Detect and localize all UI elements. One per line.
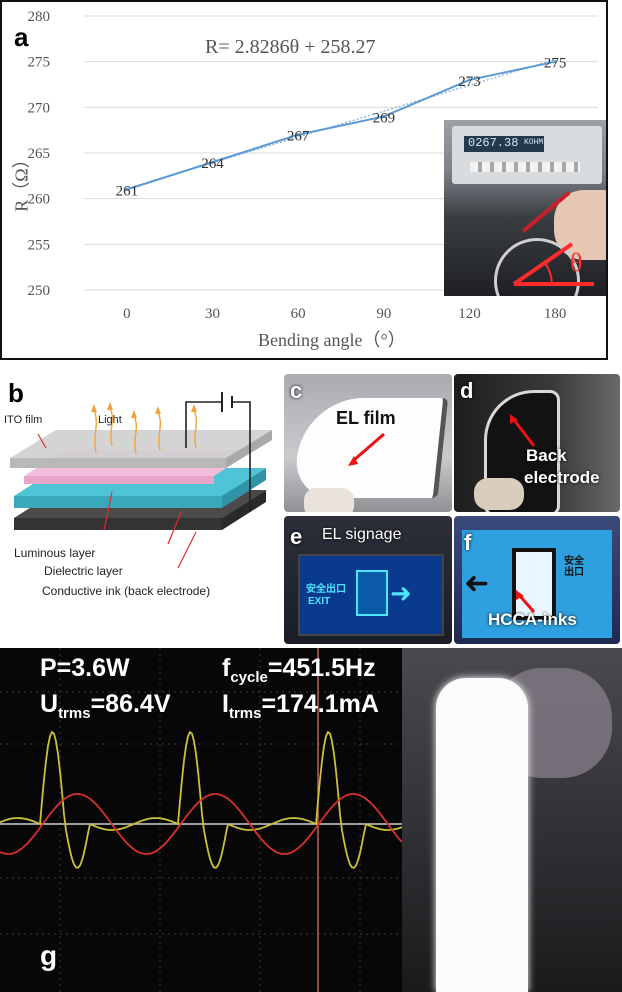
data-label: 275 <box>544 56 567 72</box>
angle-indicator <box>512 242 594 286</box>
angle-symbol: θ <box>570 248 583 277</box>
x-axis-label: Bending angle（°） <box>258 330 406 350</box>
running-man-icon <box>356 570 388 616</box>
panel-g-oscilloscope: P=3.6W fcycle=451.5Hz Utrms=86.4V Itrms=… <box>0 648 622 992</box>
el-film-label: EL film <box>336 408 396 428</box>
data-point <box>211 160 214 164</box>
volt-subscript: trms <box>58 705 91 722</box>
multimeter-display <box>464 136 544 152</box>
data-point <box>382 114 386 118</box>
voltage-trace <box>0 730 403 869</box>
panel-a-chart: 250 255 260 265 270 275 280 0 30 60 90 120 180 261 2… <box>0 0 608 360</box>
freq-value: =451.5Hz <box>267 654 376 682</box>
electrode-label: electrode <box>524 468 600 487</box>
curr-symbol: I <box>222 690 229 718</box>
panel-b-layer-diagram: b ITO film Light Luminous layer Dielectr… <box>0 372 282 647</box>
panel-label-a: a <box>14 22 29 52</box>
data-point <box>553 60 557 64</box>
y-tick-label: 260 <box>28 192 51 208</box>
x-tick-label: 60 <box>291 306 306 322</box>
light-label: Light <box>98 414 122 426</box>
exit-en-text: EXIT <box>308 596 331 607</box>
y-tick-label: 265 <box>28 146 51 162</box>
running-man-icon <box>512 548 556 620</box>
arrow-right-icon: ➜ <box>390 578 412 608</box>
back-label: Back <box>526 446 567 465</box>
x-tick-label: 30 <box>205 306 220 322</box>
frequency-readout: fcycle=451.5Hz <box>222 654 376 686</box>
multimeter-body <box>452 126 602 184</box>
el-device-stack <box>10 392 272 569</box>
panel-label-c: c <box>290 378 303 403</box>
data-label: 267 <box>287 129 310 145</box>
el-tube <box>436 678 528 992</box>
series-line <box>126 60 556 191</box>
x-tick-label: 0 <box>123 306 131 322</box>
data-label: 261 <box>116 184 139 200</box>
meter-reading: 0267.38 <box>468 136 519 150</box>
data-point <box>296 133 300 137</box>
current-trace <box>0 793 403 855</box>
el-signage-label: EL signage <box>322 526 402 543</box>
panel-label-f: f <box>464 530 472 555</box>
dielectric-layer-label: Dielectric layer <box>44 564 123 578</box>
volt-symbol: U <box>40 690 59 718</box>
ito-layer <box>10 430 272 458</box>
panel-e-el-signage-photo: 安全出口 EXIT ➜ e EL signage <box>284 516 452 644</box>
y-tick-label: 270 <box>28 100 51 116</box>
curr-value: =174.1mA <box>261 690 379 718</box>
glove-hand <box>304 488 354 512</box>
luminous-layer-label: Luminous layer <box>14 546 96 560</box>
freq-symbol: f <box>222 654 231 682</box>
current-readout: Itrms=174.1mA <box>222 690 379 722</box>
volt-value: =86.4V <box>90 690 171 718</box>
glove-hand <box>474 478 524 510</box>
x-tick-label: 90 <box>376 306 391 322</box>
arrow-f <box>516 590 536 613</box>
panel-d-back-electrode-photo: d Back electrode <box>454 374 620 512</box>
data-label: 273 <box>458 74 481 90</box>
conductive-ink-label: Conductive ink (back electrode) <box>42 584 211 598</box>
y-tick-label: 255 <box>28 237 51 253</box>
panel-f-hcca-inks-photo: ➜ 安全出口 f HCCA-inks <box>454 516 620 644</box>
ito-film-label: ITO film <box>4 414 43 426</box>
x-tick-label: 180 <box>544 306 567 322</box>
multimeter-inset-photo: 0267.38 KOHM θ <box>444 120 606 296</box>
meter-unit: KOHM <box>524 138 544 147</box>
voltage-readout: Utrms=86.4V <box>40 690 171 722</box>
fit-trendline <box>126 58 556 190</box>
panel-c-el-film-photo: c EL film <box>284 374 452 512</box>
y-tick-label: 280 <box>28 9 51 25</box>
power-readout: P=3.6W <box>40 654 130 682</box>
panel-label-d: d <box>460 378 474 403</box>
curr-subscript: trms <box>228 705 262 722</box>
freq-subscript: cycle <box>230 669 268 686</box>
meter-buttons <box>470 162 580 172</box>
data-label: 264 <box>201 156 224 172</box>
x-tick-label: 120 <box>458 306 481 322</box>
exit-cn-text: 安全出口 <box>306 584 346 595</box>
data-label: 269 <box>373 110 396 126</box>
y-axis-label: R（Ω） <box>11 150 32 212</box>
fit-equation: R= 2.8286θ + 258.27 <box>205 36 376 58</box>
exit-cn-text: 安全出口 <box>564 556 584 578</box>
panel-label-g: g <box>40 940 58 971</box>
data-point <box>125 188 129 192</box>
arrow-c <box>348 432 385 466</box>
resistance-vs-angle-chart: 250 255 260 265 270 275 280 0 30 60 90 120 180 261 2… <box>28 9 598 322</box>
y-tick-label: 250 <box>28 283 51 299</box>
panel-label-e: e <box>290 524 303 549</box>
lit-el-tube-photo <box>402 648 622 992</box>
y-tick-label: 275 <box>28 55 51 71</box>
panel-label-b: b <box>8 378 24 408</box>
data-point <box>468 78 471 82</box>
hcca-inks-label: HCCA-inks <box>488 610 577 629</box>
arrow-d <box>510 414 536 447</box>
